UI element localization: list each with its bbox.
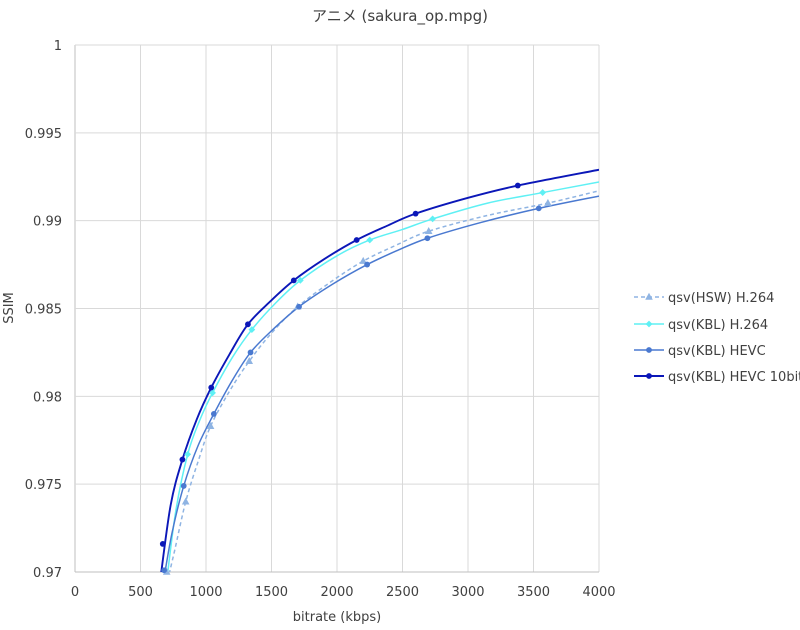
data-point-series-4 — [159, 540, 166, 547]
data-point-series-1 — [359, 256, 367, 264]
data-point-series-2 — [366, 236, 374, 244]
series-line-2 — [167, 181, 599, 572]
data-point-series-1 — [544, 198, 552, 206]
series-line-1 — [168, 190, 599, 572]
data-point-series-4 — [208, 384, 215, 391]
y-tick-labels: 0.97 0.975 0.98 0.985 0.99 0.995 1 — [25, 39, 62, 581]
legend-label: qsv(KBL) H.264 — [668, 318, 768, 333]
legend-swatch-marker — [645, 320, 653, 328]
x-tick-label: 500 — [128, 585, 153, 600]
data-point-series-2 — [539, 189, 547, 196]
data-point-series-4 — [514, 182, 521, 189]
data-point-series-1 — [424, 227, 433, 235]
x-tick-labels: 0 500 1000 1500 2000 2500 3000 3500 4000 — [71, 585, 616, 600]
x-tick-label: 3500 — [517, 585, 550, 600]
series-markers — [159, 182, 552, 575]
series-line-3 — [164, 195, 599, 572]
data-point-series-2 — [429, 215, 437, 223]
x-tick-label: 2000 — [320, 585, 353, 600]
data-point-series-3 — [247, 349, 254, 356]
data-point-series-3 — [364, 261, 371, 268]
data-point-series-2 — [209, 389, 216, 397]
grid — [74, 44, 600, 573]
legend-label: qsv(KBL) HEVC 10bit — [668, 370, 800, 385]
series-lines — [160, 168, 599, 572]
data-point-series-1 — [245, 357, 254, 364]
legend-label: qsv(KBL) HEVC — [668, 344, 766, 359]
y-tick-label: 0.98 — [33, 390, 62, 405]
y-tick-label: 0.985 — [25, 303, 62, 318]
y-tick-label: 1 — [54, 39, 62, 54]
x-tick-label: 0 — [71, 585, 79, 600]
data-point-series-3 — [535, 205, 542, 212]
data-point-series-2 — [296, 276, 304, 284]
data-point-series-4 — [412, 210, 419, 217]
data-point-series-2 — [184, 450, 192, 458]
x-axis-label: bitrate (kbps) — [293, 610, 381, 625]
data-point-series-2 — [248, 326, 256, 333]
chart-title: アニメ (sakura_op.mpg) — [312, 7, 488, 26]
y-tick-label: 0.975 — [25, 478, 62, 493]
series-line-4 — [160, 168, 599, 572]
data-point-series-4 — [353, 237, 360, 243]
y-tick-label: 0.995 — [25, 127, 62, 142]
y-tick-label: 0.97 — [33, 566, 62, 581]
x-tick-label: 3000 — [451, 585, 484, 600]
x-tick-label: 1000 — [189, 585, 222, 600]
data-point-series-1 — [206, 421, 215, 429]
data-point-series-3 — [161, 567, 167, 574]
legend-swatch-marker — [645, 292, 653, 300]
y-axis-label: SSIM — [2, 292, 17, 324]
data-point-series-4 — [245, 321, 251, 328]
x-tick-label: 4000 — [582, 585, 615, 600]
data-point-series-3 — [296, 303, 302, 310]
data-point-series-3 — [424, 235, 431, 242]
legend-label: qsv(HSW) H.264 — [668, 291, 774, 306]
x-tick-label: 2500 — [386, 585, 419, 600]
data-point-series-4 — [179, 456, 186, 463]
data-point-series-1 — [181, 497, 190, 505]
x-tick-label: 1500 — [255, 585, 288, 600]
legend: qsv(HSW) H.264 qsv(KBL) H.264 qsv(KBL) HEV… — [634, 291, 800, 385]
data-point-series-3 — [210, 411, 217, 417]
legend-swatch-marker — [646, 373, 652, 379]
data-point-series-4 — [290, 277, 297, 284]
y-tick-label: 0.99 — [33, 215, 62, 230]
data-point-series-3 — [180, 483, 187, 489]
legend-swatch-marker — [646, 347, 652, 353]
